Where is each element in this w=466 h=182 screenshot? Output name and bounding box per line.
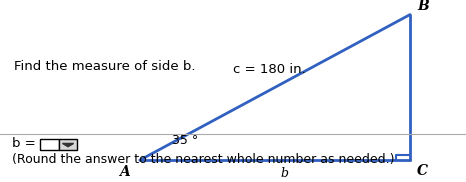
Polygon shape xyxy=(62,143,74,147)
Text: c = 180 in.: c = 180 in. xyxy=(233,63,306,76)
Text: A: A xyxy=(119,165,130,179)
Text: (Round the answer to the nearest whole number as needed.): (Round the answer to the nearest whole n… xyxy=(12,153,394,166)
Bar xyxy=(40,139,59,150)
Text: B: B xyxy=(417,0,429,13)
Text: b =: b = xyxy=(12,137,35,150)
Bar xyxy=(59,139,77,150)
Text: b: b xyxy=(280,167,288,180)
Text: Find the measure of side b.: Find the measure of side b. xyxy=(14,60,195,73)
Text: 35 °: 35 ° xyxy=(172,134,199,147)
Text: C: C xyxy=(417,164,428,178)
